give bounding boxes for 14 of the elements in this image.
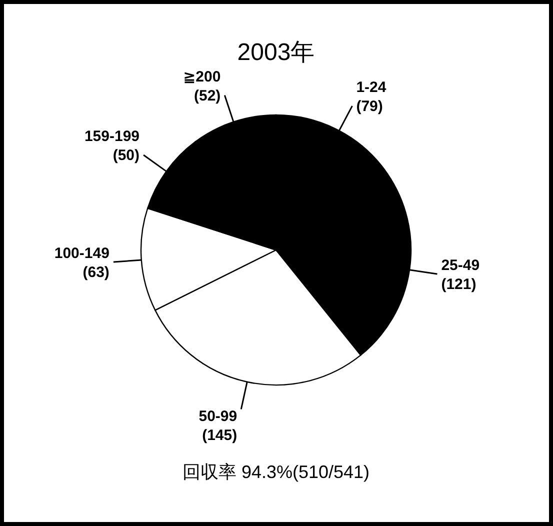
data-label: (52) [194,87,221,104]
slice-label: ≧200 [183,68,221,86]
slice-label: 1-24 [356,78,387,96]
text: 回収率 94.3%(510/541) [182,462,370,482]
data-label: (121) [441,276,476,294]
slice-label: 25-49 [441,257,480,274]
slice-label: 50-99 [198,408,238,426]
slice-label: 100-149 [54,245,110,262]
chart-title: 2003年 [237,39,315,66]
data-label: (63) [82,264,110,282]
data-label: (79) [356,98,383,115]
data-label: (50) [112,147,140,164]
slice-label: 159-199 [84,128,140,146]
data-label: (145) [202,427,238,444]
